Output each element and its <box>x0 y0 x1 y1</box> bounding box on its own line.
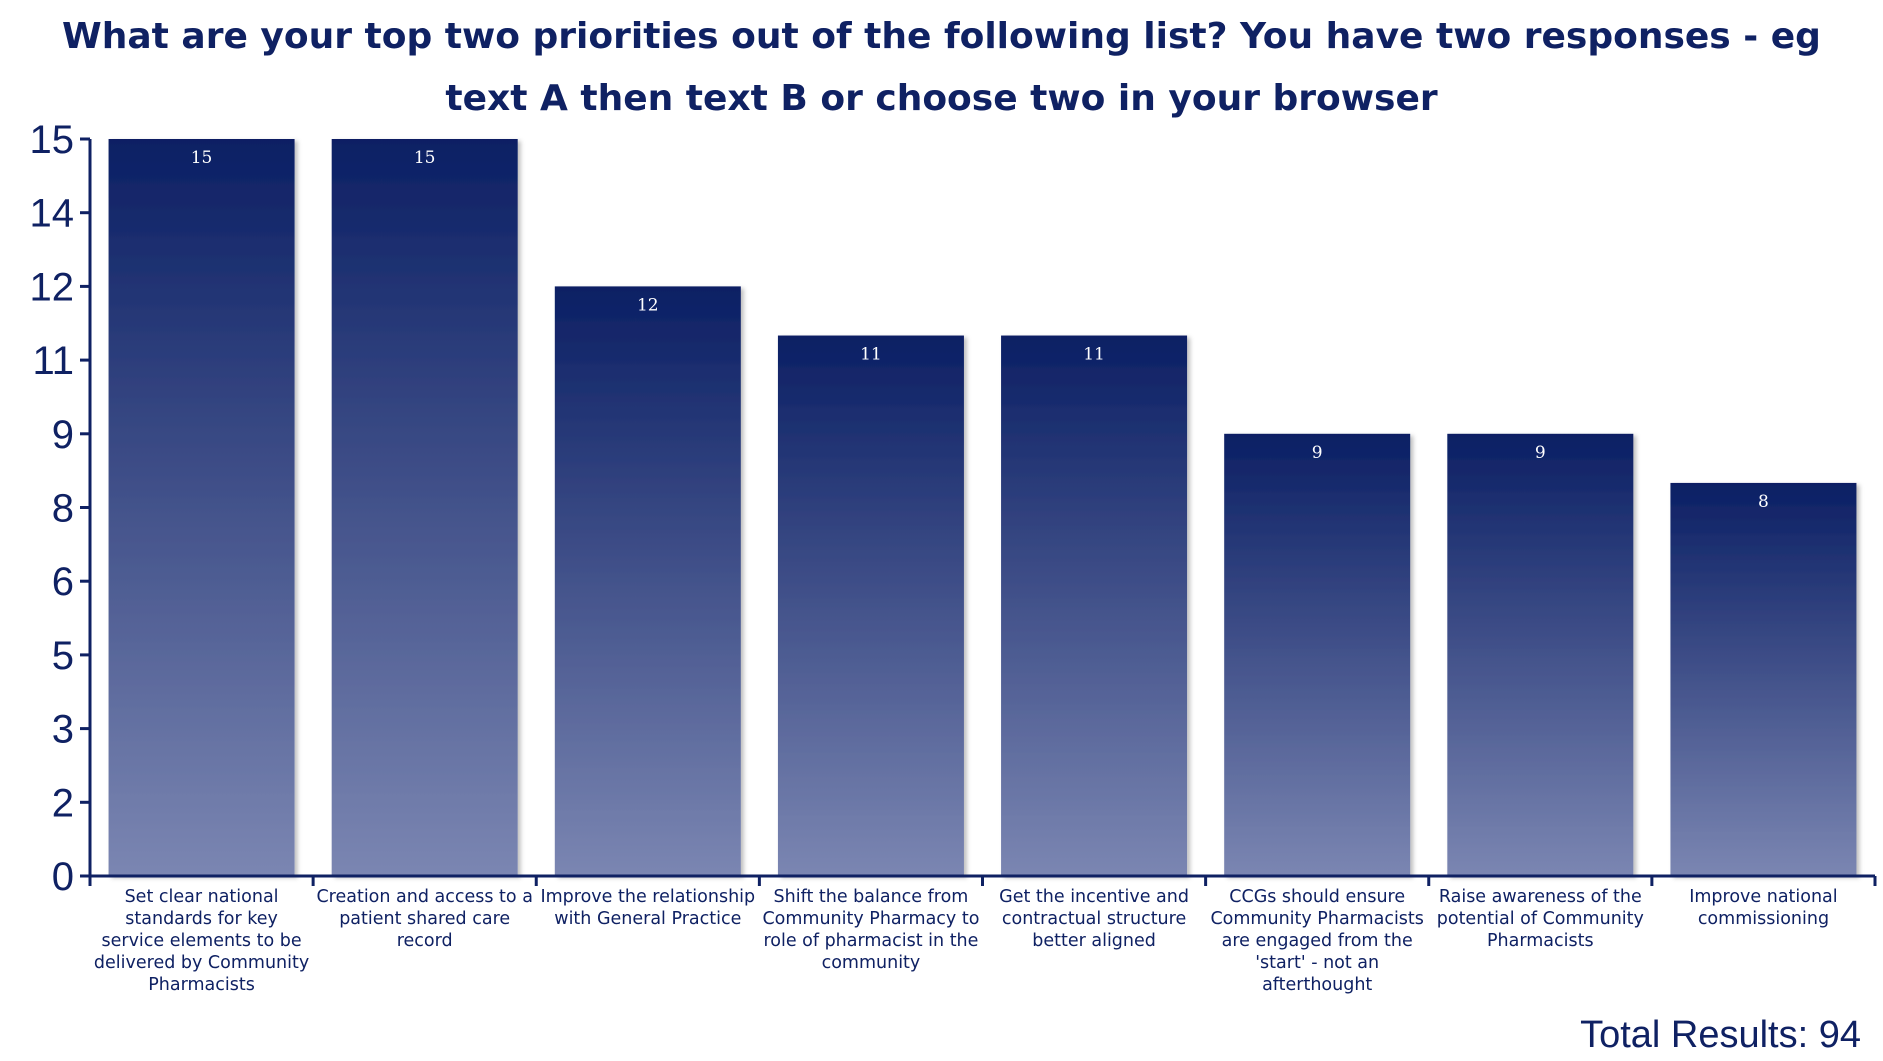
total-results: Total Results: 94 <box>1580 1014 1861 1056</box>
x-tick-label-1: Set clear national standards for key ser… <box>93 887 310 995</box>
axes: 0 2 3 5 6 8 9 11 12 14 15 <box>30 118 1877 899</box>
y-tick-label-7: 9 <box>52 413 74 457</box>
bar-value-label-6: 9 <box>1312 443 1323 463</box>
x-tick-label-7: Raise awareness of the potential of Comm… <box>1436 887 1644 951</box>
x-tick-label-8: Improve national commissioning <box>1689 887 1838 929</box>
bar-value-label-2: 15 <box>414 148 436 168</box>
bar-value-label-1: 15 <box>191 148 213 168</box>
bar-value-label-7: 9 <box>1535 443 1546 463</box>
y-tick-label-10: 14 <box>30 192 75 236</box>
bar-3 <box>554 286 741 876</box>
y-tick-label-6: 8 <box>52 487 74 531</box>
bar-2 <box>331 139 518 876</box>
y-tick-label-4: 5 <box>52 634 74 678</box>
y-tick-label-8: 11 <box>32 339 74 383</box>
bar-6 <box>1224 433 1411 876</box>
x-tick-label-3: Improve the relationship with General Pr… <box>540 887 756 929</box>
y-tick-label-2: 2 <box>52 781 74 825</box>
bar-value-label-5: 11 <box>1083 345 1105 365</box>
y-tick-label-1: 0 <box>52 855 74 899</box>
y-tick-label-5: 6 <box>52 560 74 604</box>
y-tick-label-9: 12 <box>30 265 75 309</box>
bars-layer: 15 15 12 11 11 9 9 8 <box>108 139 1857 876</box>
bar-value-label-8: 8 <box>1758 492 1769 512</box>
bar-5 <box>1001 335 1188 876</box>
bar-4 <box>777 335 964 876</box>
y-tick-label-3: 3 <box>52 708 74 752</box>
x-tick-label-4: Shift the balance from Community Pharmac… <box>762 887 980 973</box>
bar-value-label-4: 11 <box>860 345 882 365</box>
chart-title: What are your top two priorities out of … <box>62 16 1821 119</box>
x-tick-label-6: CCGs should ensure Community Pharmacists… <box>1210 887 1424 995</box>
x-tick-label-2: Creation and access to a patient shared … <box>316 887 533 951</box>
y-tick-label-11: 15 <box>30 118 75 162</box>
bar-value-label-3: 12 <box>637 295 659 315</box>
bar-7 <box>1447 433 1634 876</box>
bar-1 <box>108 139 295 876</box>
bar-8 <box>1670 482 1857 876</box>
x-tick-label-5: Get the incentive and contractual struct… <box>999 887 1189 951</box>
